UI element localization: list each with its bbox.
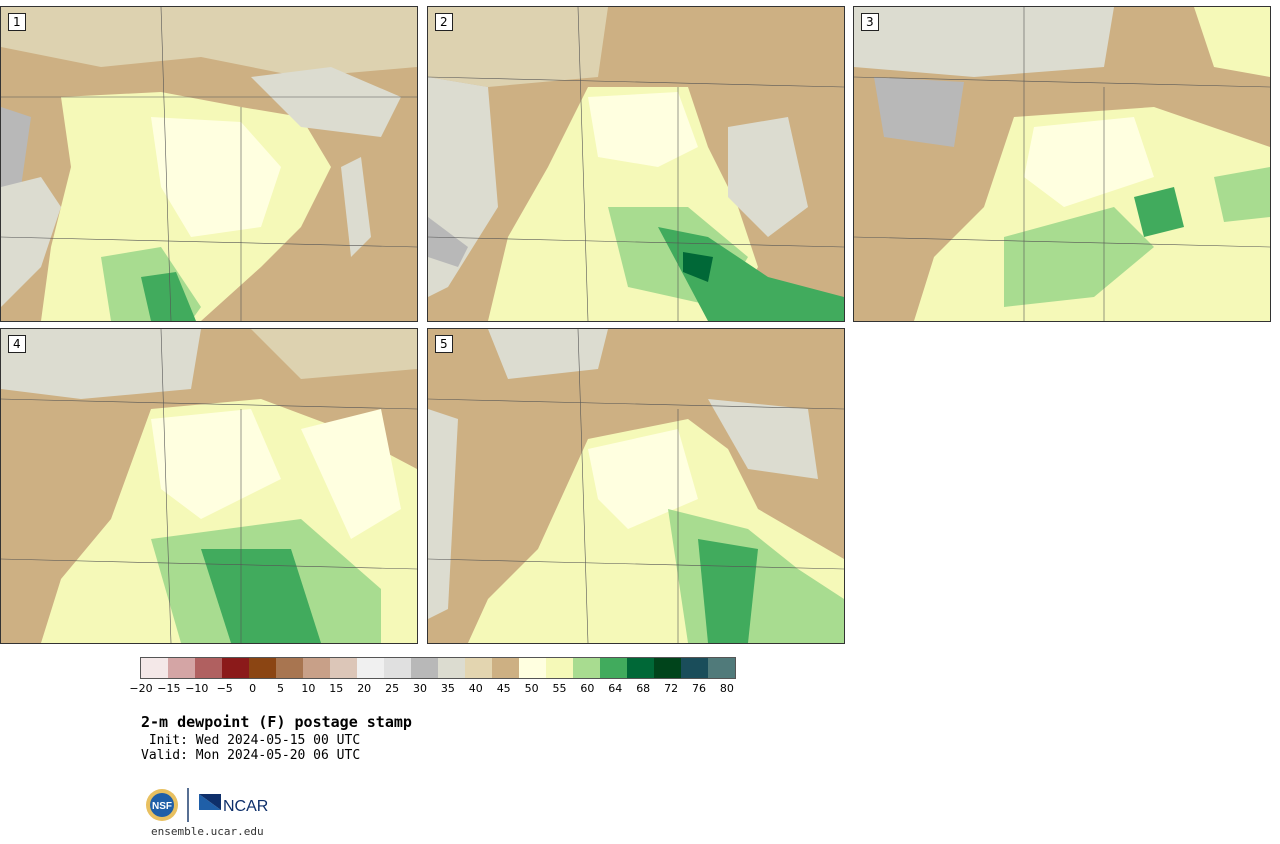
- dewpoint-map: [1, 329, 417, 643]
- panel-number: 2: [435, 13, 453, 31]
- colorbar-tick: 5: [277, 682, 284, 695]
- colorbar-cell: [627, 658, 654, 678]
- colorbar-cell: [546, 658, 573, 678]
- map-panel-2: 2: [427, 6, 845, 322]
- site-url: ensemble.ucar.edu: [151, 825, 264, 838]
- colorbar-tick: 25: [385, 682, 400, 695]
- dewpoint-map: [854, 7, 1270, 321]
- colorbar-tick: 76: [692, 682, 706, 695]
- product-title: 2-m dewpoint (F) postage stamp: [141, 713, 412, 731]
- colorbar-cell: [708, 658, 735, 678]
- dewpoint-map: [1, 7, 417, 321]
- colorbar-tick: −20: [129, 682, 153, 695]
- colorbar-cell: [384, 658, 411, 678]
- init-time: Init: Wed 2024-05-15 00 UTC: [141, 733, 361, 748]
- colorbar-tick: 64: [608, 682, 623, 695]
- colorbar-tick: −5: [216, 682, 233, 695]
- colorbar-cell: [141, 658, 168, 678]
- colorbar-tick: 55: [552, 682, 567, 695]
- colorbar-cell: [573, 658, 600, 678]
- map-panel-1: 1: [0, 6, 418, 322]
- map-panel-4: 4: [0, 328, 418, 644]
- colorbar-cell: [411, 658, 438, 678]
- colorbar-ticks: −20 −15 −10 −5 0 5 10 15 20 25 30 35 40 45 50 55 60 64 68 7…: [129, 682, 760, 696]
- dewpoint-map: [428, 329, 844, 643]
- panel-number: 5: [435, 335, 453, 353]
- colorbar-tick: 10: [301, 682, 316, 695]
- colorbar-tick: 30: [413, 682, 427, 695]
- colorbar-tick: 35: [440, 682, 455, 695]
- colorbar-cell: [249, 658, 276, 678]
- panel-number: 3: [861, 13, 879, 31]
- nsf-text: NSF: [152, 801, 172, 812]
- colorbar-tick: −15: [157, 682, 181, 695]
- panel-number: 4: [8, 335, 26, 353]
- colorbar-cell: [303, 658, 330, 678]
- map-panel-3: 3: [853, 6, 1271, 322]
- colorbar-tick: 40: [468, 682, 483, 695]
- dewpoint-map: [428, 7, 844, 321]
- map-panel-5: 5: [427, 328, 845, 644]
- colorbar-cell: [438, 658, 465, 678]
- colorbar-cell: [195, 658, 222, 678]
- colorbar-tick: 15: [329, 682, 344, 695]
- colorbar: [140, 657, 736, 679]
- colorbar-cell: [465, 658, 492, 678]
- ncar-text: NCAR: [223, 798, 268, 815]
- colorbar-cell: [357, 658, 384, 678]
- colorbar-tick: 80: [719, 682, 734, 695]
- colorbar-tick: 0: [249, 682, 257, 695]
- colorbar-cell: [519, 658, 546, 678]
- colorbar-cell: [330, 658, 357, 678]
- valid-time: Valid: Mon 2024-05-20 06 UTC: [141, 748, 361, 763]
- colorbar-tick: 72: [664, 682, 679, 695]
- nsf-ncar-logo: NSF NCAR: [146, 788, 268, 822]
- panel-number: 1: [8, 13, 26, 31]
- colorbar-tick: −10: [185, 682, 209, 695]
- colorbar-cell: [222, 658, 249, 678]
- colorbar-tick: 60: [580, 682, 595, 695]
- title-block: 2-m dewpoint (F) postage stamp Init: Wed…: [141, 713, 412, 763]
- colorbar-cell: [654, 658, 681, 678]
- colorbar-tick: 45: [496, 682, 511, 695]
- colorbar-cell: [168, 658, 195, 678]
- colorbar-tick: 20: [357, 682, 372, 695]
- colorbar-tick: 50: [524, 682, 539, 695]
- colorbar-cell: [276, 658, 303, 678]
- colorbar-cell: [492, 658, 519, 678]
- colorbar-cell: [681, 658, 708, 678]
- colorbar-tick: 68: [636, 682, 651, 695]
- colorbar-cell: [600, 658, 627, 678]
